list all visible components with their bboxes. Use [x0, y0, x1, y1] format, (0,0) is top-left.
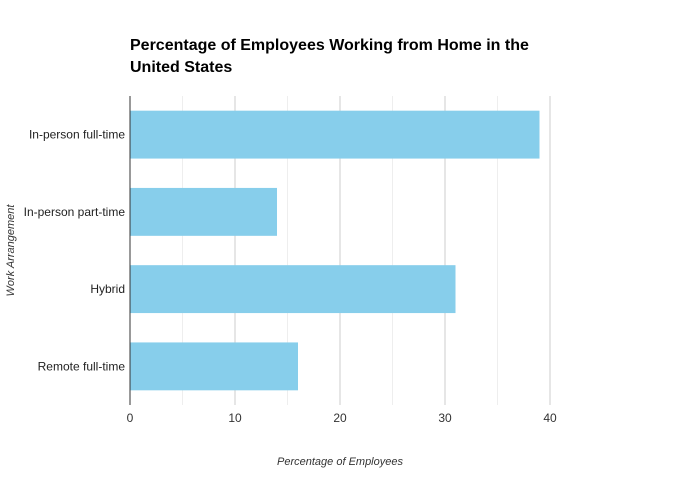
bar-in-person-full-time [130, 110, 540, 159]
bar-remote-full-time [130, 342, 298, 391]
category-label: Remote full-time [38, 359, 126, 373]
x-tick-labels: 0 10 20 30 40 [127, 411, 557, 425]
y-axis-title: Work Arrangement [5, 204, 17, 297]
bar-hybrid [130, 265, 456, 314]
bars [130, 110, 540, 391]
x-tick-label: 0 [127, 411, 134, 425]
x-tick-label: 10 [228, 411, 242, 425]
category-label: Hybrid [90, 282, 125, 296]
bar-in-person-part-time [130, 187, 277, 236]
category-labels: In-person full-time In-person part-time Hy… [24, 128, 126, 374]
x-tick-label: 20 [333, 411, 347, 425]
category-label: In-person part-time [24, 205, 126, 219]
chart-title: Percentage of Employees Working from Hom… [130, 37, 529, 76]
category-label: In-person full-time [29, 128, 125, 142]
x-tick-label: 30 [438, 411, 452, 425]
x-axis-title: Percentage of Employees [277, 456, 403, 468]
x-tick-label: 40 [543, 411, 557, 425]
